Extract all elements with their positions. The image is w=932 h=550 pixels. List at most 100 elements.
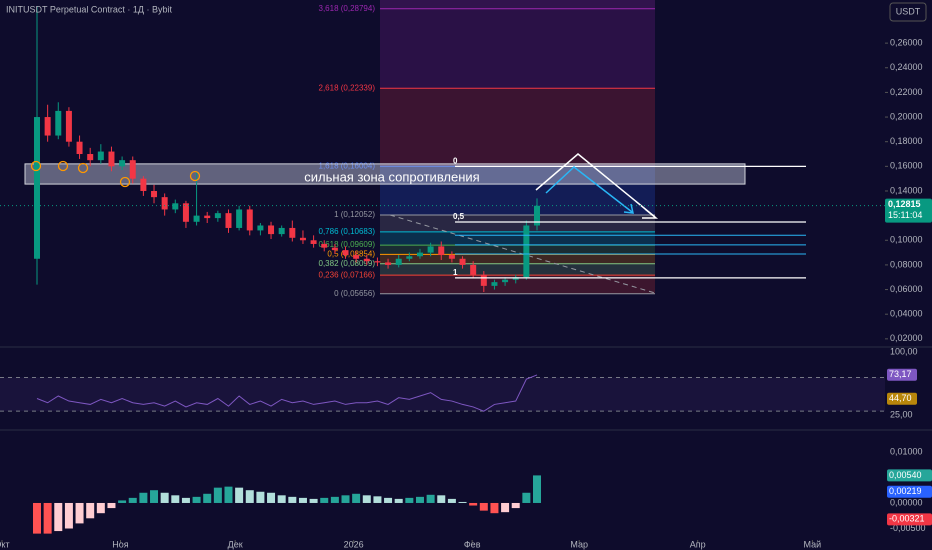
candle-body xyxy=(353,255,360,259)
macd-bar xyxy=(213,487,222,503)
candle-body xyxy=(182,203,189,222)
macd-bar xyxy=(171,495,180,503)
countdown: 15:11:04 xyxy=(888,210,922,220)
y-tick-label: 0,10000 xyxy=(890,235,923,245)
x-tick-label: Мар xyxy=(570,539,588,549)
fib-label: 2,618 (0,22339) xyxy=(319,83,376,92)
candle-body xyxy=(342,250,349,256)
fib-label: 0,786 (0,10683) xyxy=(319,227,376,236)
fib-band xyxy=(380,254,655,264)
macd-bar xyxy=(96,502,105,514)
fib-band xyxy=(380,0,655,9)
y-tick-label: 0,06000 xyxy=(890,284,923,294)
macd-bar xyxy=(341,495,350,503)
candle-body xyxy=(480,274,487,286)
macd-bar xyxy=(139,492,148,503)
fib-band xyxy=(380,275,655,294)
candle-body xyxy=(246,209,253,231)
macd-bar xyxy=(107,502,116,509)
macd-bar xyxy=(469,502,478,506)
macd-bar xyxy=(309,498,318,503)
macd-badge-label: -0,00321 xyxy=(889,514,925,524)
macd-bar xyxy=(118,500,127,503)
candle-body xyxy=(97,151,104,161)
candle-body xyxy=(321,243,328,248)
candle-body xyxy=(299,237,306,241)
macd-bar xyxy=(511,502,520,509)
rsi-badge-label: 44,70 xyxy=(889,393,912,403)
y-tick-label: 0,14000 xyxy=(890,185,923,195)
macd-bar xyxy=(128,497,137,503)
macd-bar xyxy=(501,502,510,513)
candle-body xyxy=(363,258,370,262)
candle-body xyxy=(44,117,51,136)
fib-label: 0,5 (0,08854) xyxy=(327,249,375,258)
candle-body xyxy=(438,246,445,256)
y-tick-label: -0,00500 xyxy=(890,523,926,533)
candle-body xyxy=(268,225,275,235)
y-tick-label: 100,00 xyxy=(890,347,918,357)
fib-band xyxy=(380,88,655,167)
macd-bar xyxy=(235,487,244,503)
macd-bar xyxy=(256,491,265,503)
zone-label: сильная зона сопротивления xyxy=(304,169,479,184)
macd-bar xyxy=(54,502,63,532)
macd-bar xyxy=(181,497,190,503)
candle-body xyxy=(87,154,94,161)
macd-bar xyxy=(75,502,84,524)
macd-bar xyxy=(160,492,169,503)
macd-bar xyxy=(362,495,371,503)
fib-band xyxy=(380,8,655,89)
macd-bar xyxy=(192,496,201,503)
macd-bar xyxy=(203,493,212,503)
projection-arrow xyxy=(545,166,634,214)
y-tick-label: 0,02000 xyxy=(890,333,923,343)
macd-bar xyxy=(479,502,488,511)
candle-body xyxy=(448,255,455,259)
macd-badge xyxy=(887,513,932,526)
macd-bar xyxy=(394,498,403,503)
macd-bar xyxy=(330,496,339,503)
projection-arrow xyxy=(535,153,659,219)
y-tick-label: 0,24000 xyxy=(890,62,923,72)
candle-body xyxy=(34,117,40,259)
candle-body xyxy=(534,205,540,226)
candle-body xyxy=(140,178,147,191)
currency-label[interactable]: USDT xyxy=(896,6,921,16)
candle-body xyxy=(310,240,317,244)
fib-band xyxy=(380,231,655,246)
circle xyxy=(30,160,42,172)
fib-label: 3,618 (0,28794) xyxy=(319,4,376,13)
candle-body xyxy=(374,261,381,263)
x-tick-label: Ноя xyxy=(112,539,129,549)
y-tick-label: 0,08000 xyxy=(890,259,923,269)
fib-label: 0 (0,05656) xyxy=(334,289,375,298)
rsi-band xyxy=(0,377,885,412)
fib-label: 1 (0,12052) xyxy=(334,210,375,219)
fib-label: 0 xyxy=(453,156,458,165)
macd-bar xyxy=(320,497,329,503)
rsi-badge xyxy=(887,392,917,405)
x-tick-label: Окт xyxy=(0,539,10,549)
candle-body xyxy=(470,264,477,275)
candle-body xyxy=(193,215,200,222)
macd-bar xyxy=(150,490,159,503)
fib-label: 1,618 (0,16004) xyxy=(319,161,376,170)
price-badge-label: 0,12815 xyxy=(888,199,921,209)
fib-band xyxy=(380,214,655,232)
macd-bar xyxy=(522,492,531,503)
candle-body xyxy=(161,197,168,210)
macd-bar xyxy=(426,494,435,503)
candle-body xyxy=(289,227,296,238)
macd-badge xyxy=(887,469,932,482)
rsi-line xyxy=(36,374,538,412)
fib-label: 0,5 xyxy=(453,212,465,221)
currency-button[interactable] xyxy=(889,2,927,22)
resistance-zone xyxy=(24,163,746,185)
candle-body xyxy=(65,110,72,142)
x-tick-label: Фев xyxy=(464,539,481,549)
y-tick-label: 0,04000 xyxy=(890,309,923,319)
x-tick-label: Апр xyxy=(690,539,706,549)
